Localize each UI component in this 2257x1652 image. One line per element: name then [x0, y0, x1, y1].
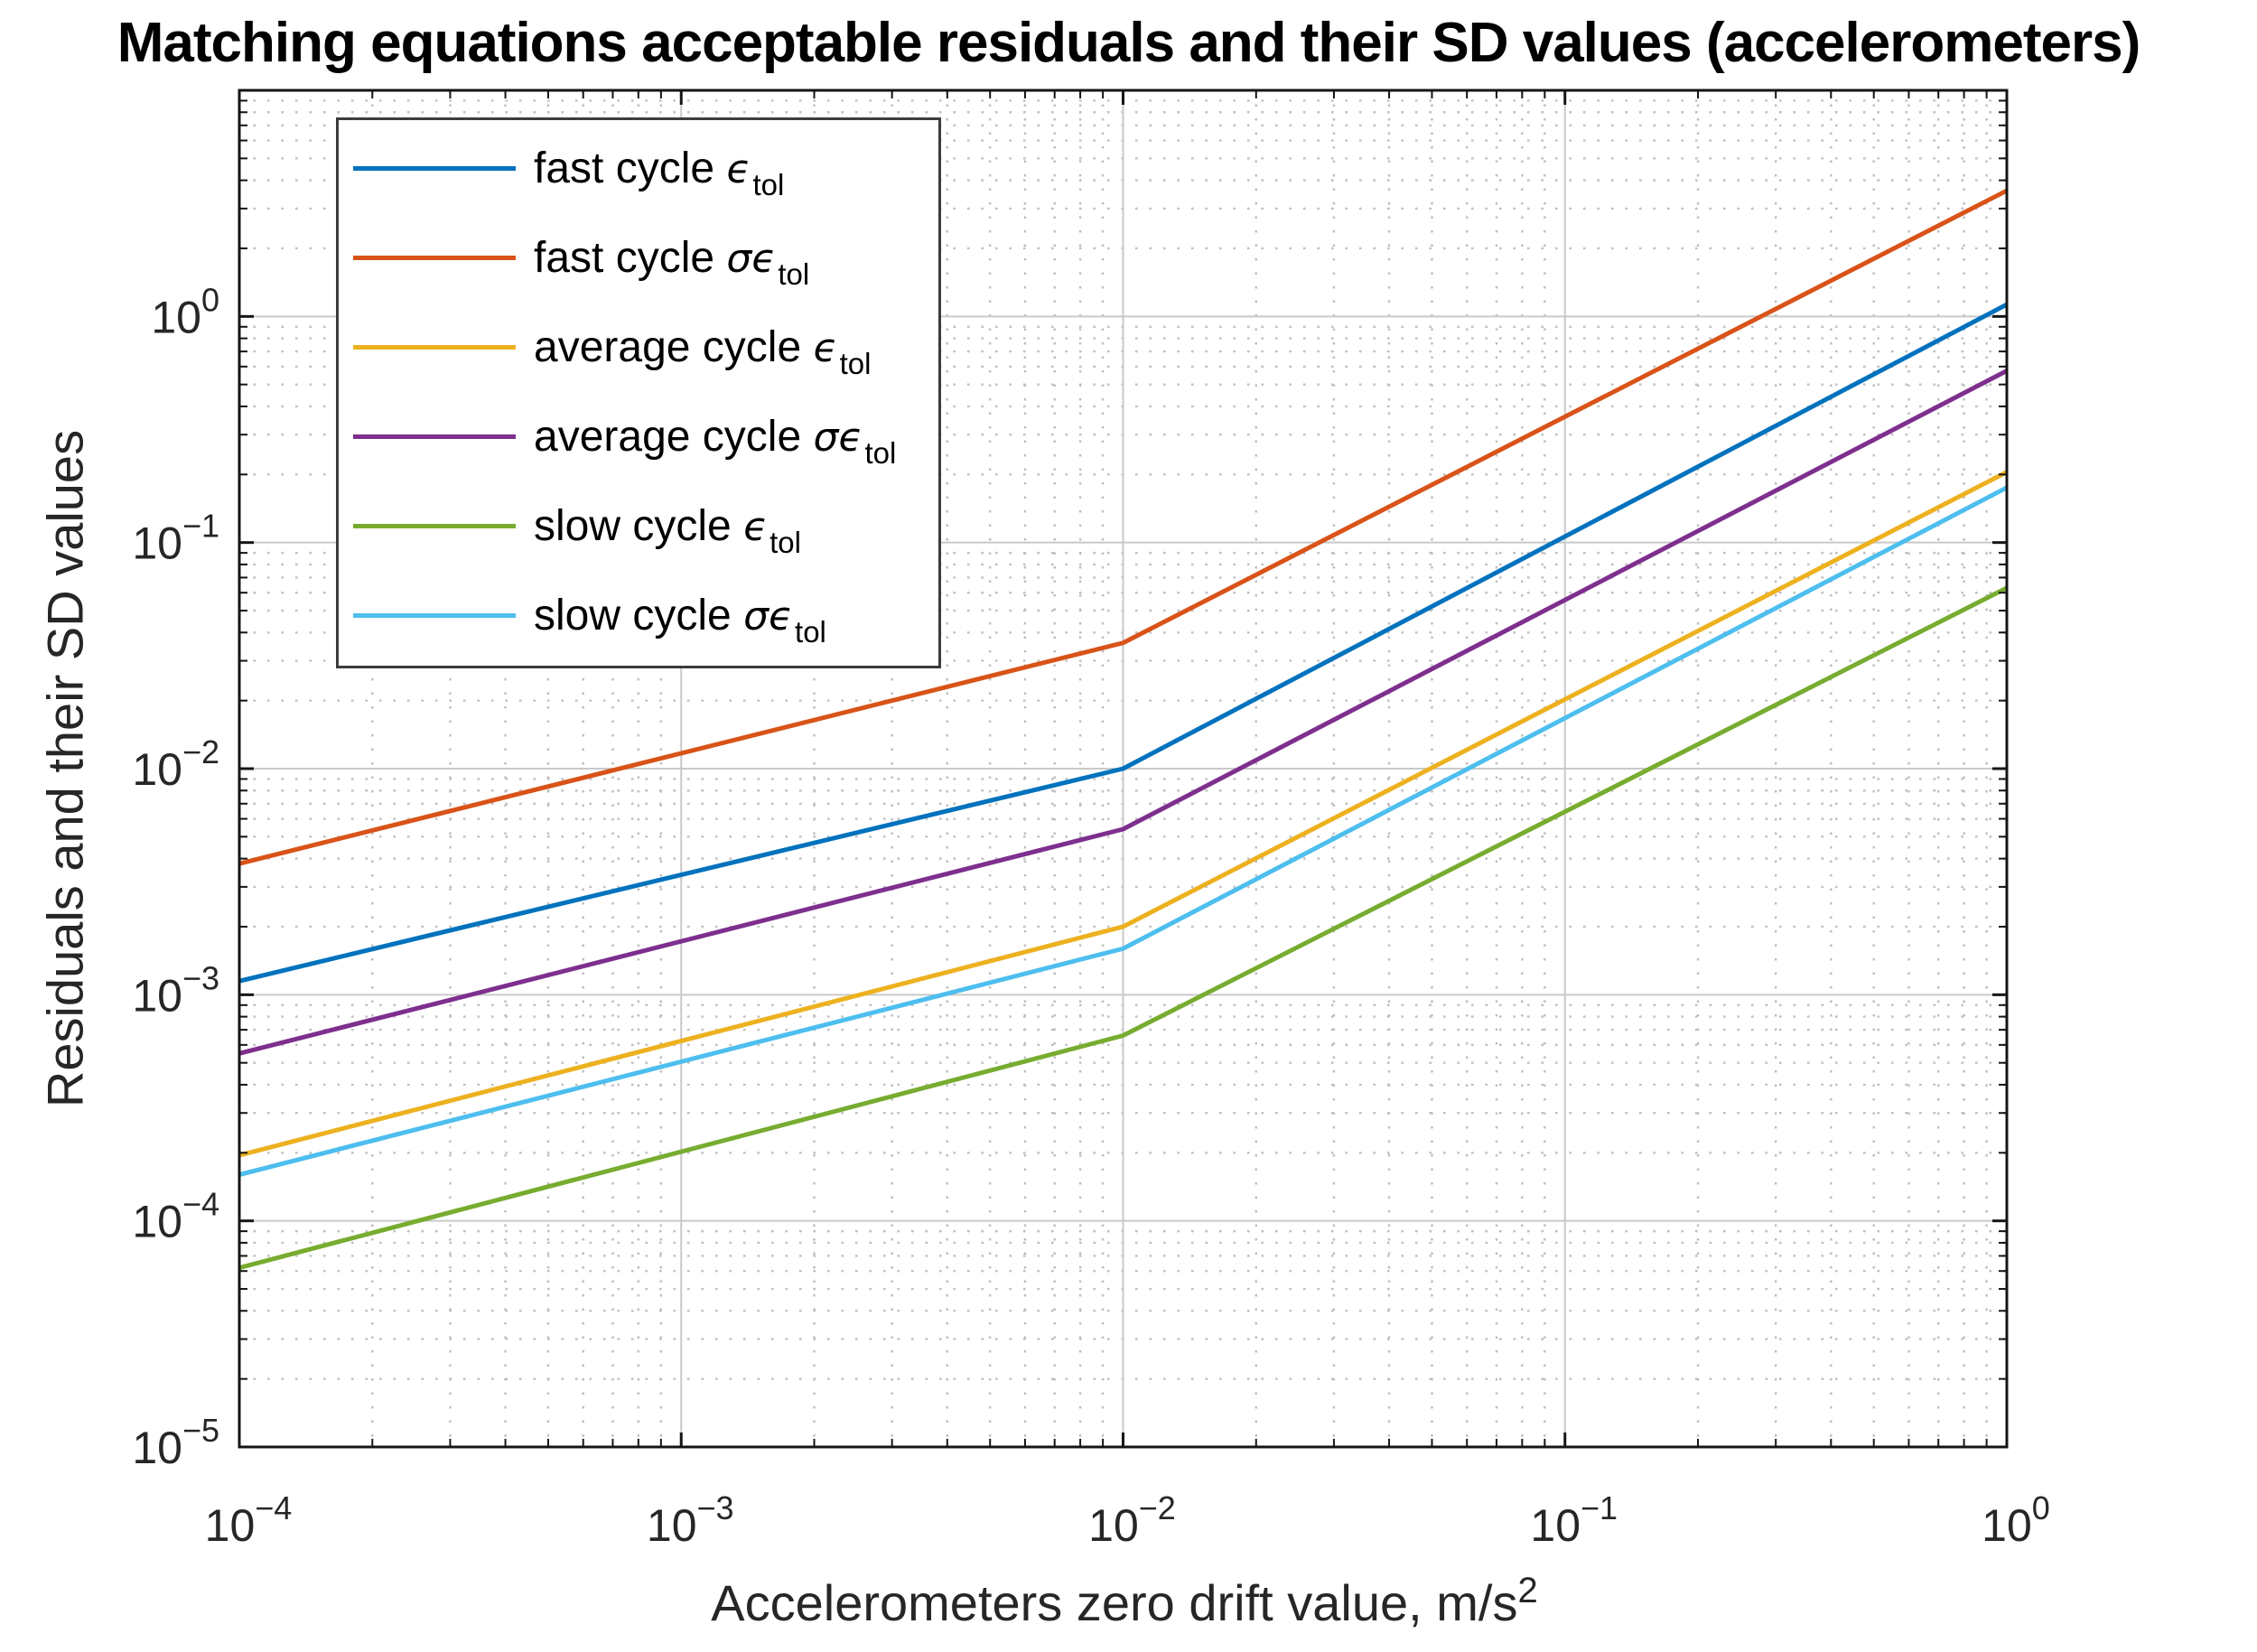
legend-label-subscript: tol — [795, 615, 826, 649]
legend-label-prefix: fast cycle — [534, 234, 727, 282]
legend-item-slow-cycle-sigma-eps-tol: slow cycle σϵtol — [339, 571, 938, 660]
legend-item-fast-cycle-eps-tol: fast cycle ϵtol — [339, 124, 938, 213]
tick-label-x-1e-2: 10−2 — [1088, 1489, 1176, 1551]
legend-label-subscript: tol — [769, 526, 801, 559]
legend-label: average cycle ϵtol — [534, 322, 871, 380]
legend-label-subscript: tol — [778, 257, 810, 291]
legend-line-sample — [353, 524, 516, 528]
legend-label-symbol: σϵ — [743, 593, 794, 639]
chart-title: Matching equations acceptable residuals … — [117, 12, 2140, 74]
tick-label-y-1e-2: 10−2 — [132, 733, 219, 795]
legend-label-prefix: average cycle — [534, 323, 814, 371]
legend-label-symbol: σϵ — [813, 415, 863, 461]
tick-label-x-1e0: 100 — [1982, 1489, 2050, 1551]
legend-label-symbol: ϵ — [813, 325, 838, 371]
legend-item-slow-cycle-eps-tol: slow cycle ϵtol — [339, 481, 938, 571]
legend-label-subscript: tol — [752, 168, 785, 201]
tick-label-x-1e-4: 10−4 — [205, 1489, 293, 1551]
legend-label-subscript: tol — [864, 436, 897, 470]
x-axis-label-text: Accelerometers zero drift value, m/s — [711, 1574, 1518, 1631]
legend-label-symbol: σϵ — [726, 236, 777, 282]
legend-item-average-cycle-sigma-eps-tol: average cycle σϵtol — [339, 392, 938, 481]
legend: fast cycle ϵtol fast cycle σϵtol average c… — [336, 117, 941, 668]
legend-label: fast cycle ϵtol — [534, 144, 784, 201]
legend-label-prefix: slow cycle — [534, 592, 744, 639]
legend-line-sample — [353, 434, 516, 439]
series-lines — [238, 188, 2009, 1271]
legend-label-symbol: ϵ — [726, 146, 751, 192]
tick-label-x-1e-1: 10−1 — [1530, 1489, 1618, 1551]
tick-label-y-1e-3: 10−3 — [132, 959, 219, 1021]
legend-line-sample — [353, 256, 516, 260]
legend-label-symbol: ϵ — [743, 504, 769, 550]
series-line-2 — [238, 470, 2009, 1158]
legend-label-prefix: fast cycle — [534, 145, 727, 192]
legend-label-subscript: tol — [839, 347, 872, 380]
legend-label: average cycle σϵtol — [534, 412, 896, 470]
legend-label: slow cycle σϵtol — [534, 591, 826, 649]
series-line-3 — [238, 369, 2009, 1056]
legend-label-prefix: average cycle — [534, 413, 814, 461]
series-line-1 — [238, 188, 2009, 866]
legend-label-prefix: slow cycle — [534, 502, 744, 550]
x-axis-label-superscript: 2 — [1517, 1571, 1538, 1610]
tick-label-y-1e0: 100 — [151, 281, 219, 342]
legend-label: slow cycle ϵtol — [534, 501, 801, 559]
tick-label-x-1e-3: 10−3 — [647, 1489, 734, 1551]
legend-label: fast cycle σϵtol — [534, 233, 809, 291]
series-line-5 — [238, 485, 2009, 1177]
legend-line-sample — [353, 345, 516, 350]
series-line-0 — [238, 302, 2009, 984]
tick-label-y-1e-4: 10−4 — [132, 1186, 219, 1247]
tick-marks — [238, 89, 2009, 1449]
x-axis-label: Accelerometers zero drift value, m/s2 — [0, 1571, 2249, 1632]
tick-label-y-1e-5: 10−5 — [132, 1412, 219, 1473]
legend-item-average-cycle-eps-tol: average cycle ϵtol — [339, 303, 938, 392]
tick-label-y-1e-1: 10−1 — [132, 508, 219, 569]
legend-line-sample — [353, 166, 516, 171]
legend-item-fast-cycle-sigma-eps-tol: fast cycle σϵtol — [339, 213, 938, 303]
legend-line-sample — [353, 613, 516, 618]
series-line-4 — [238, 585, 2009, 1271]
